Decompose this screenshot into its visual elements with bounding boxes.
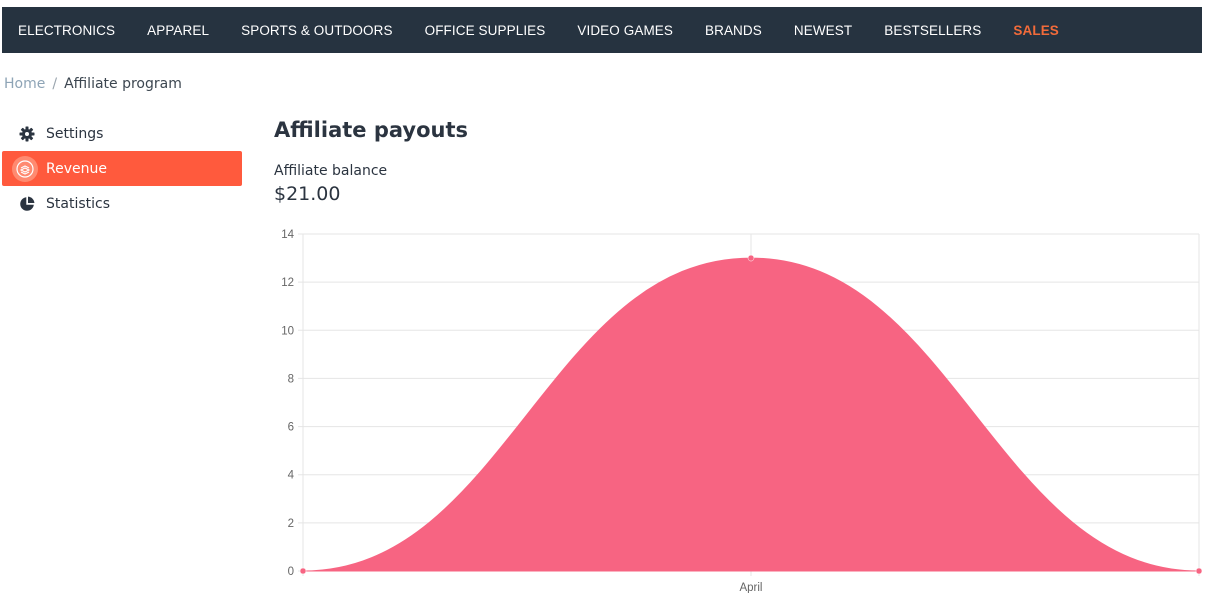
data-point <box>1195 567 1203 575</box>
y-tick-label: 4 <box>288 470 295 482</box>
y-tick-label: 6 <box>288 422 294 434</box>
breadcrumb: Home / Affiliate program <box>4 76 182 92</box>
nav-apparel[interactable]: APPAREL <box>147 22 210 38</box>
sidebar-item-label: Settings <box>46 125 104 142</box>
nav-sales[interactable]: SALES <box>1013 22 1059 38</box>
nav-video-games[interactable]: VIDEO GAMES <box>577 22 673 38</box>
data-point <box>747 254 755 262</box>
sidebar-item-label: Revenue <box>46 160 107 177</box>
breadcrumb-current: Affiliate program <box>64 76 182 92</box>
sidebar-item-revenue[interactable]: Revenue <box>2 151 242 186</box>
payouts-chart: 0 2 4 6 8 10 12 14 April <box>281 229 1203 593</box>
nav-brands[interactable]: BRANDS <box>705 22 762 38</box>
affiliate-balance-value: $21.00 <box>274 183 341 205</box>
nav-bestsellers[interactable]: BESTSELLERS <box>884 22 982 38</box>
sidebar-item-settings[interactable]: Settings <box>2 116 242 151</box>
breadcrumb-separator: / <box>52 76 58 92</box>
x-tick-label: April <box>739 582 762 593</box>
revenue-icon <box>12 155 38 182</box>
affiliate-balance-label: Affiliate balance <box>274 163 388 179</box>
y-tick-label: 14 <box>281 229 294 241</box>
page-title: Affiliate payouts <box>274 118 468 142</box>
y-tick-label: 8 <box>288 373 294 385</box>
revenue-area-series <box>302 257 1200 572</box>
y-tick-label: 12 <box>281 277 294 289</box>
y-tick-label: 0 <box>288 566 294 578</box>
sidebar-item-statistics[interactable]: Statistics <box>2 186 242 221</box>
nav-newest[interactable]: NEWEST <box>793 22 853 38</box>
y-tick-label: 10 <box>281 325 294 337</box>
nav-sports-outdoors[interactable]: SPORTS & OUTDOORS <box>241 22 393 38</box>
breadcrumb-home-link[interactable]: Home <box>4 76 46 92</box>
pie-chart-icon <box>18 195 36 213</box>
gear-icon <box>18 125 36 143</box>
data-point <box>299 567 307 575</box>
top-navigation: ELECTRONICS APPAREL SPORTS & OUTDOORS OF… <box>2 7 1202 53</box>
y-tick-label: 2 <box>288 518 294 530</box>
nav-office-supplies[interactable]: OFFICE SUPPLIES <box>424 22 546 38</box>
sidebar: Settings Revenue Statistics <box>2 116 242 221</box>
nav-electronics[interactable]: ELECTRONICS <box>18 22 116 38</box>
sidebar-item-label: Statistics <box>46 195 110 212</box>
